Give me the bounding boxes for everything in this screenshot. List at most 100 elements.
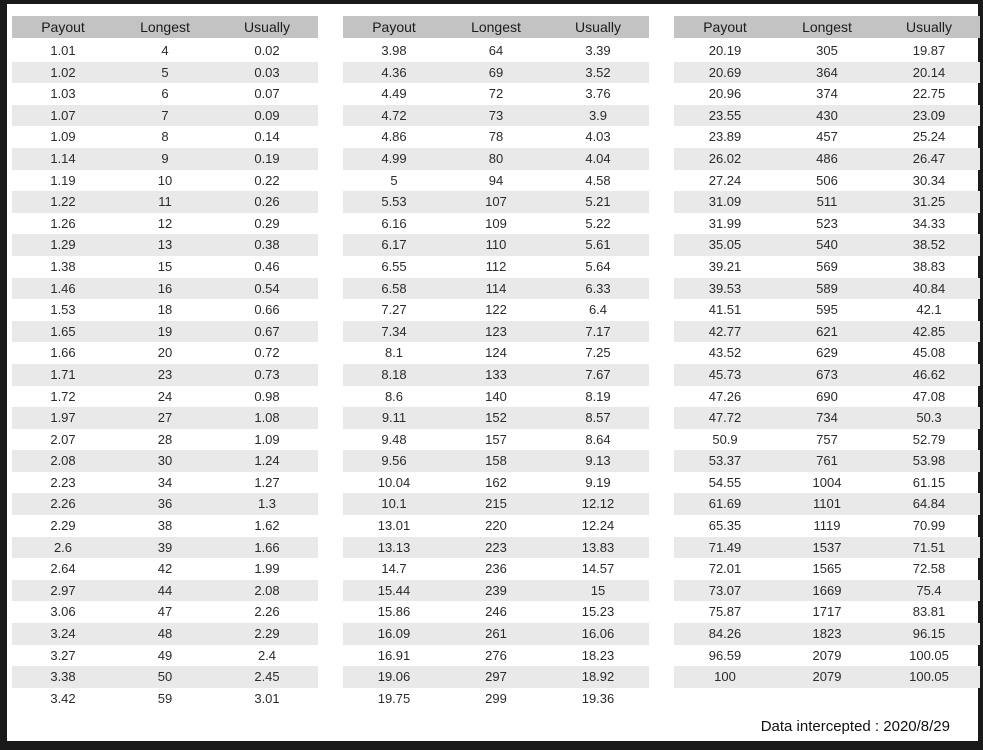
table-cell: 18.23: [581, 647, 615, 663]
table-cell: 8.19: [585, 388, 611, 404]
table-cell: 3.27: [50, 647, 76, 663]
table-cell: 20.19: [708, 43, 742, 58]
table-cell: 20.96: [708, 86, 742, 102]
table-row: 6.58 114 6.33: [343, 277, 649, 300]
table-cell: 42.85: [912, 323, 946, 339]
column-header-payout: Payout: [372, 19, 416, 35]
table-cell: 52.79: [912, 431, 946, 447]
table-cell: 6.4: [588, 302, 608, 318]
table-cell: 239: [485, 582, 507, 598]
table-cell: 1.24: [254, 453, 280, 469]
table-cell: 15.86: [377, 604, 411, 620]
table-row: 13.13 223 13.83: [343, 536, 649, 559]
table-cell: 2.26: [254, 604, 280, 620]
table-row: 61.69 1101 64.84: [674, 493, 980, 516]
table-cell: 38: [157, 518, 173, 534]
column-header-payout: Payout: [703, 19, 747, 35]
table-cell: 2.07: [50, 431, 76, 447]
table-row: 7.27 122 6.4: [343, 299, 649, 321]
table-cell: 9: [161, 150, 169, 166]
table-cell: 0.03: [254, 64, 280, 80]
table-cell: 8.57: [585, 410, 611, 426]
table-cell: 1.65: [50, 323, 76, 339]
table-cell: 18: [157, 302, 173, 318]
table-cell: 43.52: [708, 345, 742, 361]
table-cell: 18.92: [581, 669, 615, 685]
table-cell: 42.1: [916, 302, 942, 318]
table-cell: 22.75: [912, 86, 946, 102]
table-cell: 6.17: [381, 237, 407, 253]
table-cell: 1.08: [254, 410, 280, 426]
table-cell: 9.11: [381, 410, 407, 426]
table-cell: 0.73: [254, 366, 280, 382]
table-row: 9.48 157 8.64: [343, 429, 649, 451]
table-row: 35.05 540 38.52: [674, 234, 980, 256]
table-cell: 34.33: [912, 215, 946, 231]
table-cell: 5.22: [585, 215, 611, 231]
table-cell: 1.46: [50, 280, 76, 296]
table-cell: 4.86: [381, 129, 407, 145]
table-cell: 236: [485, 561, 507, 577]
table-cell: 162: [485, 474, 507, 490]
table-cell: 7.67: [585, 366, 611, 382]
column-header-usually: Usually: [906, 19, 952, 35]
table-cell: 152: [485, 410, 507, 426]
table-cell: 3.52: [585, 64, 611, 80]
table-cell: 96.15: [912, 626, 946, 642]
table-cell: 0.67: [254, 323, 280, 339]
table-cell: 80: [488, 150, 504, 166]
table-row: 5 94 4.58: [343, 170, 649, 192]
table-cell: 1823: [812, 626, 842, 642]
table-cell: 297: [485, 669, 507, 685]
table-cell: 1717: [812, 604, 842, 620]
table-cell: 7.25: [585, 345, 611, 361]
table-cell: 1.07: [50, 107, 76, 123]
table-cell: 64.84: [912, 496, 946, 512]
table-cell: 7.34: [381, 323, 407, 339]
table-cell: 27: [157, 410, 173, 426]
table-cell: 1565: [812, 561, 842, 577]
payout-table-2: Payout Longest Usually 3.98 64 3.39 4.36 69 3…: [343, 16, 649, 709]
table-row: 3.38 50 2.45: [12, 666, 318, 688]
table-cell: 2079: [812, 647, 842, 663]
table-cell: 45.08: [912, 345, 946, 361]
table-cell: 0.14: [254, 129, 280, 145]
table-row: 10.04 162 9.19: [343, 472, 649, 494]
table-cell: 1537: [812, 539, 842, 555]
table-cell: 2079: [812, 669, 842, 685]
table-cell: 374: [816, 86, 838, 102]
table-cell: 0.07: [254, 86, 280, 102]
column-header-longest: Longest: [802, 19, 852, 35]
table-cell: 1.29: [50, 237, 76, 253]
table-cell: 3.98: [381, 43, 407, 58]
table-cell: 589: [816, 280, 838, 296]
table-cell: 54.55: [708, 474, 742, 490]
table-cell: 3.76: [585, 86, 611, 102]
table-cell: 72.01: [708, 561, 742, 577]
table-row: 9.11 152 8.57: [343, 407, 649, 429]
table-cell: 506: [816, 172, 838, 188]
table-row: 1.01 4 0.02: [12, 40, 318, 62]
table-cell: 49: [157, 647, 173, 663]
table-cell: 0.29: [254, 215, 280, 231]
table-row: 50.9 757 52.79: [674, 429, 980, 451]
table-cell: 4: [161, 43, 169, 58]
column-header-payout: Payout: [41, 19, 85, 35]
table-cell: 11: [158, 194, 172, 210]
table-cell: 7: [161, 107, 169, 123]
table-cell: 20.69: [708, 64, 742, 80]
table-cell: 0.19: [254, 150, 280, 166]
table-row: 3.24 48 2.29: [12, 623, 318, 645]
table-cell: 0.46: [254, 258, 280, 274]
table-row: 3.27 49 2.4: [12, 645, 318, 667]
table-row: 1.02 5 0.03: [12, 61, 318, 84]
table-cell: 2.29: [254, 626, 280, 642]
table-row: 4.99 80 4.04: [343, 147, 649, 170]
table-cell: 1.72: [50, 388, 76, 404]
table-row: 47.72 734 50.3: [674, 407, 980, 429]
table-cell: 220: [485, 518, 507, 534]
table-cell: 223: [485, 539, 507, 555]
table-cell: 38.83: [912, 258, 946, 274]
table-row: 4.86 78 4.03: [343, 126, 649, 148]
table-cell: 2.97: [50, 582, 76, 598]
